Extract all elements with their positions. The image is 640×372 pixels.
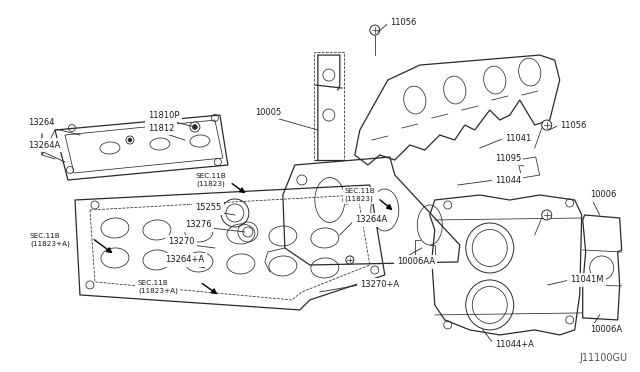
Circle shape — [126, 136, 134, 144]
Text: 11812: 11812 — [148, 124, 174, 132]
Text: 13264+A: 13264+A — [165, 256, 204, 264]
Circle shape — [190, 122, 200, 132]
Text: 11041M: 11041M — [570, 275, 604, 285]
Circle shape — [370, 25, 380, 35]
Text: SEC.11B
(11823): SEC.11B (11823) — [345, 188, 376, 202]
Text: 10006: 10006 — [589, 190, 616, 199]
Text: 13264: 13264 — [28, 118, 54, 126]
Circle shape — [346, 256, 354, 264]
Circle shape — [541, 120, 552, 130]
Text: 11044: 11044 — [495, 176, 521, 185]
Text: 13270: 13270 — [168, 237, 195, 247]
Circle shape — [128, 138, 132, 142]
Text: SEC.11B
(11823+A): SEC.11B (11823+A) — [30, 233, 70, 247]
Circle shape — [193, 125, 197, 129]
Text: 11810P: 11810P — [148, 110, 179, 119]
Circle shape — [343, 196, 351, 204]
Text: 11095: 11095 — [495, 154, 521, 163]
Text: 10005: 10005 — [255, 108, 281, 116]
Text: SEC.11B
(11823): SEC.11B (11823) — [196, 173, 227, 187]
Text: 11056: 11056 — [390, 17, 416, 26]
Text: 13276: 13276 — [185, 221, 212, 230]
Text: 11056: 11056 — [560, 121, 586, 129]
Text: 10006AA: 10006AA — [397, 257, 435, 266]
Text: 11041: 11041 — [505, 134, 531, 142]
Text: 11044+A: 11044+A — [495, 340, 534, 349]
Text: SEC.11B
(11823+A): SEC.11B (11823+A) — [138, 280, 178, 294]
Text: 15255: 15255 — [195, 203, 221, 212]
Text: 13270+A: 13270+A — [360, 280, 399, 289]
Text: 10006A: 10006A — [589, 326, 622, 334]
Text: 13264A: 13264A — [355, 215, 387, 224]
Text: 13264A: 13264A — [28, 141, 60, 150]
Text: J11100GU: J11100GU — [580, 353, 628, 363]
Circle shape — [541, 210, 552, 220]
